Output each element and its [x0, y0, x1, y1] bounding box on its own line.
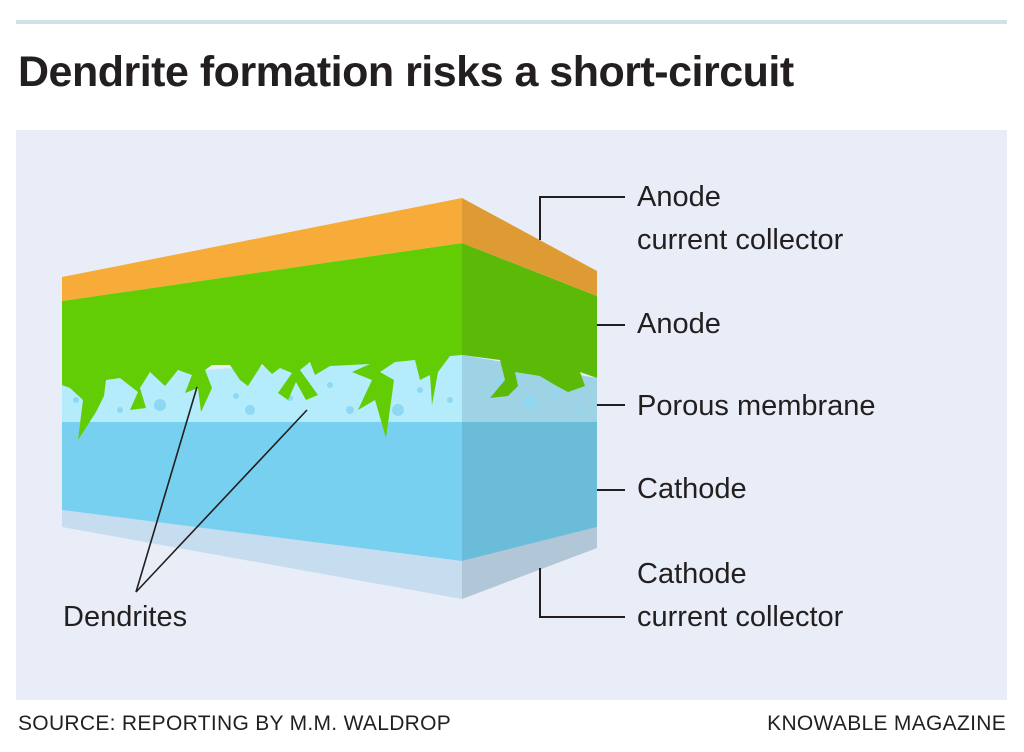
leader-cathode-collector	[539, 568, 625, 618]
anode-collector-front	[62, 198, 462, 301]
source-credit: SOURCE: REPORTING BY M.M. WALDROP	[18, 712, 452, 735]
cathode-side	[462, 420, 597, 561]
label-anode-current-collector: Anode current collector	[637, 176, 843, 262]
top-rule	[16, 20, 1007, 24]
label-cathode: Cathode	[637, 473, 747, 505]
anode-collector-side	[462, 198, 597, 296]
anode-front-with-dendrites	[62, 243, 462, 440]
membrane-side	[462, 355, 597, 422]
label-cathode-current-collector: Cathode current collector	[637, 553, 843, 639]
label-line: current collector	[637, 601, 844, 633]
cathode-collector-front	[62, 510, 462, 599]
label-line: Cathode	[637, 558, 747, 590]
publisher-credit: KNOWABLE MAGAZINE	[767, 712, 1006, 735]
label-line: Anode	[637, 181, 721, 213]
anode-side-with-dendrites	[462, 243, 597, 398]
leader-lines	[135, 196, 625, 618]
label-dendrites: Dendrites	[63, 601, 188, 633]
leader-dendrites	[135, 386, 308, 593]
page-title: Dendrite formation risks a short-circuit	[18, 48, 794, 96]
label-line: current collector	[637, 224, 844, 256]
leader-anode-collector	[539, 196, 625, 240]
cathode-front	[62, 420, 462, 561]
label-anode: Anode	[637, 308, 721, 340]
cathode-collector-side	[462, 527, 597, 599]
label-porous-membrane: Porous membrane	[637, 390, 876, 422]
